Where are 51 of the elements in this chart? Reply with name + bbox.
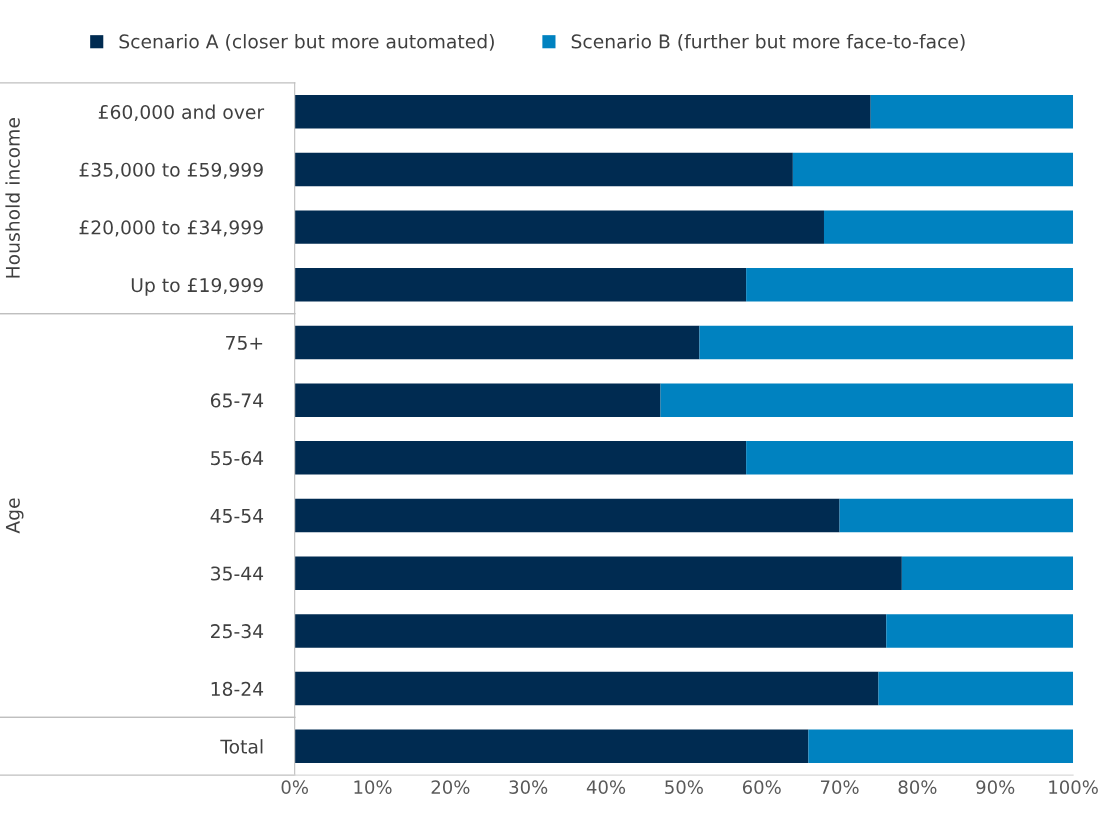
y-tick-label: 25-34: [211, 624, 264, 639]
y-tick-label: 18-24: [211, 681, 264, 696]
x-tick-label: 10%: [354, 780, 392, 794]
bar: [294, 268, 747, 302]
x-tick-label: 60%: [742, 780, 781, 794]
bar: [294, 614, 887, 648]
x-tick-label: 80%: [898, 780, 937, 794]
bar: [294, 152, 793, 187]
bar: [294, 383, 661, 417]
bar: [294, 671, 879, 706]
bar: [808, 729, 1074, 763]
bar: [839, 498, 1074, 533]
bar: [294, 556, 902, 590]
x-tick-label: 20%: [431, 780, 470, 794]
bar: [878, 671, 1074, 706]
x-tick-label: 50%: [665, 780, 703, 794]
bar: [699, 325, 1074, 360]
bar: [746, 441, 1074, 475]
x-tick-label: 40%: [586, 780, 626, 794]
y-tick-label: 55-64: [211, 451, 264, 466]
y-tick-label: Total: [220, 739, 263, 754]
y-tick-label: £60,000 and over: [98, 104, 265, 122]
x-tick-label: 70%: [820, 780, 859, 794]
bar: [294, 325, 700, 360]
bar: [294, 729, 809, 763]
x-tick-label: 90%: [976, 780, 1015, 794]
bar: [294, 95, 871, 129]
bar: [870, 95, 1074, 129]
text: Age: [5, 498, 24, 534]
bar: [823, 210, 1074, 244]
x-tick-label: 30%: [509, 780, 548, 794]
legend-label: Scenario A (closer but more automated): [119, 34, 494, 51]
bar: [746, 268, 1074, 302]
legend-label: Scenario B (further but more face-to-face): [571, 34, 965, 51]
y-tick-label: 65-74: [210, 393, 264, 408]
bar: [294, 441, 747, 475]
y-tick-label: 35-44: [211, 566, 264, 581]
bar: [886, 614, 1074, 648]
y-tick-label: Up to £19,999: [131, 278, 263, 296]
bar: [294, 210, 824, 244]
y-tick-label: £35,000 to £59,999: [79, 162, 263, 179]
y-tick-label: £20,000 to £34,999: [79, 220, 263, 237]
bar: [901, 556, 1074, 590]
bar: [792, 152, 1074, 187]
y-tick-label: 75+: [226, 335, 263, 350]
bar: [660, 383, 1074, 417]
x-tick-label: 0%: [281, 780, 309, 794]
x-tick-label: 100%: [1049, 780, 1098, 794]
text: Houshold income: [5, 118, 20, 278]
y-tick-label: 45-54: [210, 508, 264, 523]
bar: [294, 498, 840, 533]
